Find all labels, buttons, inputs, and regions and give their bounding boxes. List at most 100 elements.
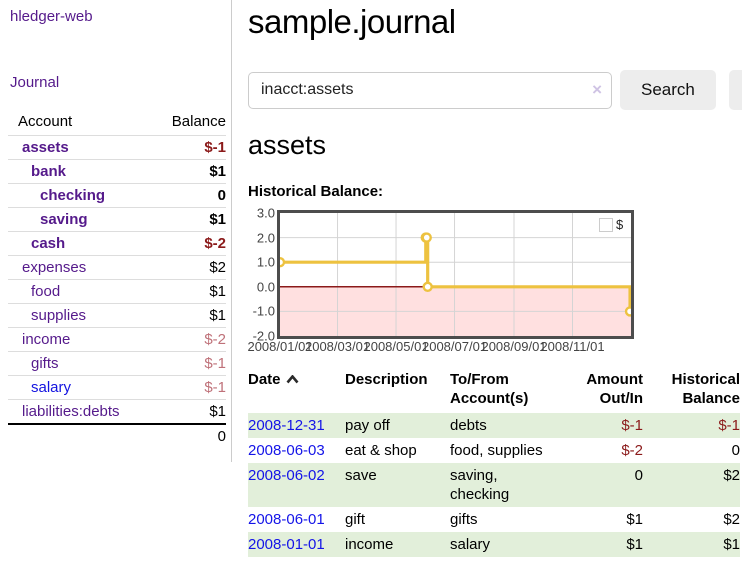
x-axis-tick-label: 2008/03/01: [304, 339, 371, 354]
transaction-balance: $2: [723, 511, 740, 528]
x-axis-tick-label: 2008/05/01: [363, 339, 429, 354]
clear-search-icon[interactable]: ×: [592, 79, 602, 99]
register-header-accounts: To/From Account(s): [450, 371, 529, 407]
transaction-date-link[interactable]: 2008-06-02: [248, 467, 325, 484]
accounts-table: Account Balance assets $-1 bank $1 check…: [8, 109, 226, 448]
sidebar: hledger-web Journal Account Balance asse…: [0, 0, 232, 462]
register-header-date[interactable]: Date: [248, 368, 345, 413]
account-heading: assets: [248, 130, 327, 160]
account-row: liabilities:debts $1: [8, 399, 226, 425]
account-row: food $1: [8, 279, 226, 304]
account-link-supplies[interactable]: supplies: [31, 307, 87, 324]
y-axis-tick-label: -2.0: [252, 328, 275, 344]
account-balance: $-2: [204, 331, 226, 348]
register-header-amount: Amount Out/In: [586, 371, 643, 407]
account-row: income $-2: [8, 327, 226, 352]
account-balance: $1: [209, 211, 226, 228]
account-link-liabilities-debts[interactable]: liabilities:debts: [22, 403, 120, 420]
account-link-assets[interactable]: assets: [22, 139, 69, 156]
transaction-date-link[interactable]: 2008-06-03: [248, 442, 325, 459]
account-link-expenses[interactable]: expenses: [22, 259, 87, 276]
transaction-accounts: gifts: [450, 511, 478, 528]
register-header-description: Description: [345, 371, 428, 388]
transaction-balance: $2: [723, 467, 740, 484]
accounts-table-header: Account Balance: [8, 109, 226, 136]
transaction-date-link[interactable]: 2008-06-01: [248, 511, 325, 528]
transaction-amount: $1: [626, 536, 643, 553]
accounts-header-balance: Balance: [171, 113, 226, 130]
register-table: Date Description To/From Account(s) Amou…: [248, 368, 740, 557]
register-row: 2008-01-01 income salary $1 $1: [248, 532, 740, 557]
accounts-header-account: Account: [18, 113, 73, 130]
x-axis-tick-label: 2008/09/01: [481, 339, 547, 354]
account-balance: $2: [209, 259, 226, 276]
register-header-row: Date Description To/From Account(s) Amou…: [248, 368, 740, 413]
account-balance: $1: [209, 403, 226, 420]
account-balance: $-2: [204, 235, 226, 252]
transaction-description: income: [345, 536, 394, 553]
chart-title: Historical Balance:: [248, 183, 384, 200]
transaction-accounts: debts: [450, 417, 487, 434]
y-axis-tick-label: 1.0: [256, 254, 275, 270]
account-link-cash[interactable]: cash: [31, 235, 66, 252]
help-button[interactable]: ?: [728, 70, 742, 110]
chart-plot-area: [277, 210, 634, 339]
register-row: 2008-12-31 pay off debts $-1 $-1: [248, 413, 740, 438]
transaction-date-link[interactable]: 2008-12-31: [248, 417, 325, 434]
accounts-total-balance: 0: [217, 428, 226, 445]
transaction-amount: $1: [626, 511, 643, 528]
account-row: checking 0: [8, 183, 226, 208]
account-balance: $-1: [204, 355, 226, 372]
account-balance: $-1: [204, 139, 226, 156]
account-row: expenses $2: [8, 255, 226, 280]
account-link-food[interactable]: food: [31, 283, 61, 300]
account-link-checking[interactable]: checking: [40, 187, 106, 204]
account-link-income[interactable]: income: [22, 331, 71, 348]
transaction-amount: $-1: [621, 417, 643, 434]
search-form: × Search ?: [248, 70, 742, 110]
account-link-salary[interactable]: salary: [31, 379, 72, 396]
y-axis-tick-label: 0.0: [256, 279, 275, 295]
account-balance: $1: [209, 307, 226, 324]
y-axis-tick-label: 3.0: [256, 205, 275, 221]
sort-ascending-icon: [286, 374, 299, 384]
account-link-gifts[interactable]: gifts: [31, 355, 59, 372]
register-header-date-label: Date: [248, 371, 281, 388]
x-axis-tick-label: 2008/11/01: [540, 339, 605, 354]
transaction-date-link[interactable]: 2008-01-01: [248, 536, 325, 553]
register-header-balance: Historical Balance: [671, 371, 740, 407]
account-row: assets $-1: [8, 135, 226, 160]
historical-balance-chart: 3.0 2.0 1.0 0.0 -1.0 -2.0 2008/01/01 2008/03/01…: [247, 206, 678, 356]
sidebar-item-journal[interactable]: Journal: [10, 74, 60, 91]
account-link-saving[interactable]: saving: [40, 211, 88, 228]
register-row: 2008-06-01 gift gifts $1 $2: [248, 507, 740, 532]
transaction-accounts: salary: [450, 536, 491, 553]
x-axis-tick-label: 2008/07/01: [421, 339, 488, 354]
account-row: cash $-2: [8, 231, 226, 256]
page-title: sample.journal: [248, 3, 456, 40]
account-row: gifts $-1: [8, 351, 226, 376]
search-input[interactable]: [248, 71, 612, 109]
transaction-accounts: saving, checking: [450, 467, 510, 503]
account-balance: $1: [209, 283, 226, 300]
transaction-description: eat & shop: [345, 442, 417, 459]
main-content: sample.journal × Search ? assets Histori…: [232, 0, 742, 582]
transaction-description: pay off: [345, 417, 390, 434]
account-row: bank $1: [8, 159, 226, 184]
y-axis-tick-label: -1.0: [252, 303, 275, 319]
transaction-balance: 0: [731, 442, 740, 459]
account-row: saving $1: [8, 207, 226, 232]
account-link-bank[interactable]: bank: [31, 163, 67, 180]
app-brand-link[interactable]: hledger-web: [10, 8, 93, 25]
account-balance: $-1: [204, 379, 226, 396]
transaction-amount: $-2: [621, 442, 643, 459]
transaction-amount: 0: [634, 467, 643, 484]
accounts-total-row: 0: [8, 424, 226, 448]
transaction-balance: $-1: [718, 417, 740, 434]
y-axis-tick-label: 2.0: [256, 230, 275, 246]
x-axis-tick-label: 2008/01/01: [247, 339, 313, 354]
legend-color-swatch: [599, 217, 613, 232]
search-button[interactable]: Search: [620, 70, 716, 110]
transaction-description: save: [345, 467, 377, 484]
account-row: supplies $1: [8, 303, 226, 328]
